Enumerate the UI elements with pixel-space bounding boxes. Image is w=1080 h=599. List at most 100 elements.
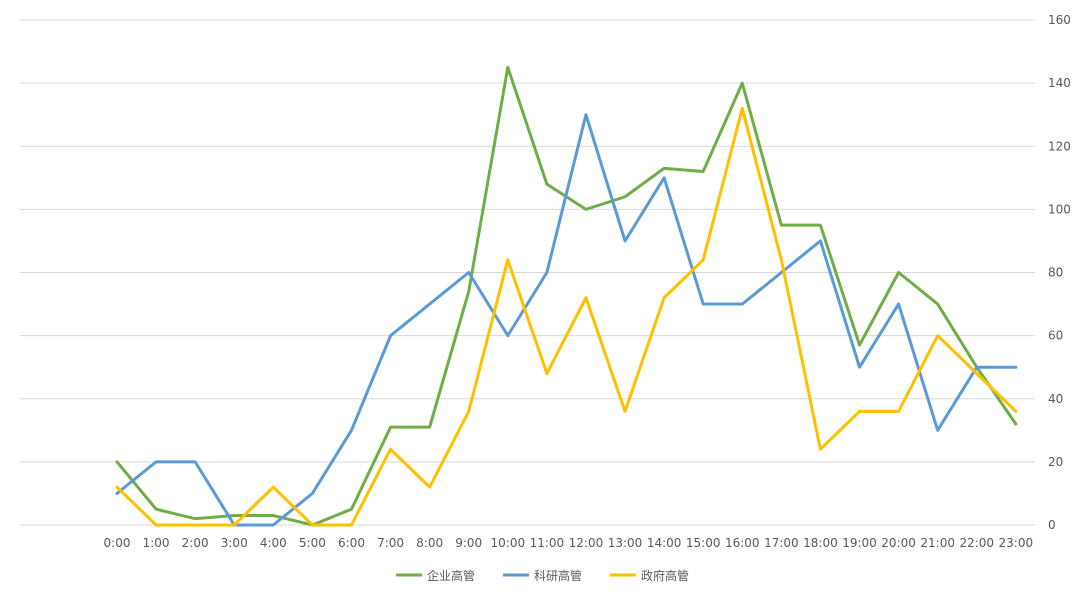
data-point bbox=[389, 448, 392, 451]
data-point bbox=[897, 303, 900, 306]
y-tick-label: 40 bbox=[1048, 392, 1063, 406]
legend-label: 政府高管 bbox=[641, 568, 689, 583]
legend-item-2: 科研高管 bbox=[503, 568, 582, 583]
data-point bbox=[350, 524, 353, 527]
data-point bbox=[116, 486, 119, 489]
legend-label: 科研高管 bbox=[534, 568, 582, 583]
data-point bbox=[975, 366, 978, 369]
x-tick-label: 22:00 bbox=[959, 536, 994, 550]
x-tick-label: 18:00 bbox=[803, 536, 838, 550]
data-point bbox=[663, 167, 666, 170]
series-line-1 bbox=[115, 65, 1018, 527]
data-point bbox=[428, 303, 431, 306]
data-point bbox=[584, 113, 587, 116]
data-point bbox=[545, 271, 548, 274]
legend-label: 企业高管 bbox=[427, 568, 475, 583]
data-point bbox=[116, 460, 119, 463]
data-point bbox=[194, 524, 197, 527]
x-tick-label: 17:00 bbox=[764, 536, 799, 550]
x-tick-label: 16:00 bbox=[725, 536, 760, 550]
data-point bbox=[702, 303, 705, 306]
data-point bbox=[624, 410, 627, 413]
data-point bbox=[233, 514, 236, 517]
series-1 bbox=[115, 65, 1018, 527]
data-point bbox=[936, 303, 939, 306]
x-tick-label: 21:00 bbox=[920, 536, 955, 550]
data-point bbox=[506, 66, 509, 69]
data-point bbox=[780, 224, 783, 227]
y-tick-label: 60 bbox=[1048, 329, 1063, 343]
data-point bbox=[858, 366, 861, 369]
data-point bbox=[233, 524, 236, 527]
x-tick-label: 9:00 bbox=[455, 536, 482, 550]
data-point bbox=[350, 429, 353, 432]
x-tick-label: 0:00 bbox=[104, 536, 131, 550]
data-point bbox=[467, 271, 470, 274]
data-point bbox=[584, 296, 587, 299]
x-tick-label: 10:00 bbox=[491, 536, 526, 550]
data-point bbox=[1014, 423, 1017, 426]
data-point bbox=[428, 426, 431, 429]
y-axis-ticks: 0 20 40 60 80 100 120 140 160 bbox=[1048, 13, 1071, 532]
data-point bbox=[624, 195, 627, 198]
data-point bbox=[584, 208, 587, 211]
data-point bbox=[936, 429, 939, 432]
data-point bbox=[311, 524, 314, 527]
x-tick-label: 23:00 bbox=[999, 536, 1034, 550]
data-point bbox=[311, 492, 314, 495]
data-point bbox=[858, 410, 861, 413]
data-point bbox=[780, 258, 783, 261]
data-point bbox=[389, 334, 392, 337]
data-point bbox=[155, 508, 158, 511]
x-tick-label: 20:00 bbox=[881, 536, 916, 550]
x-tick-label: 14:00 bbox=[647, 536, 682, 550]
data-point bbox=[741, 303, 744, 306]
x-tick-label: 6:00 bbox=[338, 536, 365, 550]
x-tick-label: 7:00 bbox=[377, 536, 404, 550]
data-point bbox=[663, 296, 666, 299]
gridlines bbox=[20, 19, 1035, 526]
data-point bbox=[1014, 410, 1017, 413]
data-point bbox=[819, 239, 822, 242]
data-point bbox=[272, 486, 275, 489]
data-point bbox=[741, 82, 744, 85]
data-point bbox=[467, 410, 470, 413]
data-point bbox=[428, 486, 431, 489]
x-tick-label: 1:00 bbox=[143, 536, 170, 550]
x-tick-label: 19:00 bbox=[842, 536, 877, 550]
x-tick-label: 13:00 bbox=[608, 536, 643, 550]
data-point bbox=[702, 258, 705, 261]
data-point bbox=[819, 224, 822, 227]
series-2 bbox=[115, 113, 1018, 527]
legend: 企业高管 科研高管 政府高管 bbox=[396, 568, 689, 583]
data-point bbox=[272, 524, 275, 527]
y-tick-label: 20 bbox=[1048, 455, 1063, 469]
x-tick-label: 12:00 bbox=[569, 536, 604, 550]
series-line-2 bbox=[115, 113, 1018, 527]
x-tick-label: 2:00 bbox=[182, 536, 209, 550]
data-point bbox=[663, 176, 666, 179]
y-tick-label: 160 bbox=[1048, 13, 1071, 27]
legend-item-3: 政府高管 bbox=[610, 568, 689, 583]
data-point bbox=[702, 170, 705, 173]
data-point bbox=[506, 258, 509, 261]
y-tick-label: 140 bbox=[1048, 76, 1071, 90]
data-point bbox=[936, 334, 939, 337]
data-point bbox=[194, 517, 197, 520]
x-tick-label: 8:00 bbox=[416, 536, 443, 550]
legend-item-1: 企业高管 bbox=[396, 568, 475, 583]
data-point bbox=[272, 514, 275, 517]
data-point bbox=[194, 460, 197, 463]
y-tick-label: 100 bbox=[1048, 202, 1071, 216]
x-axis-ticks: 0:00 1:00 2:00 3:00 4:00 5:00 6:00 7:00 8:00 9:00… bbox=[104, 536, 1034, 550]
data-point bbox=[545, 183, 548, 186]
data-point bbox=[858, 344, 861, 347]
data-point bbox=[467, 290, 470, 293]
data-point bbox=[155, 524, 158, 527]
x-tick-label: 4:00 bbox=[260, 536, 287, 550]
x-tick-label: 3:00 bbox=[221, 536, 248, 550]
y-tick-label: 80 bbox=[1048, 266, 1063, 280]
x-tick-label: 11:00 bbox=[530, 536, 565, 550]
data-point bbox=[116, 492, 119, 495]
